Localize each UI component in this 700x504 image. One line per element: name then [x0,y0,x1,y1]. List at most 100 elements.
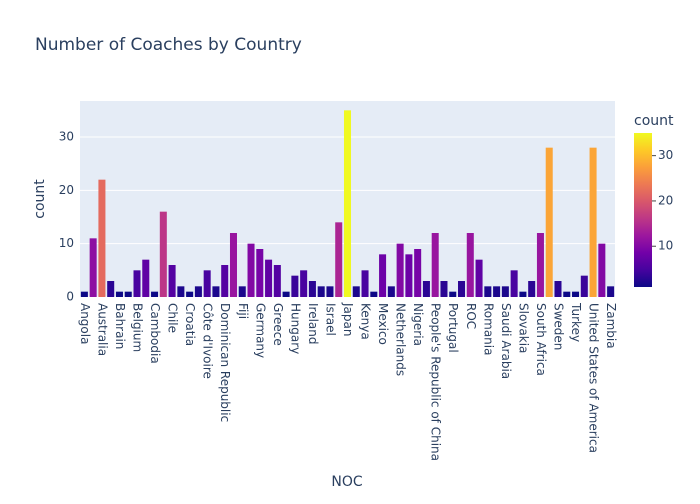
y-tick-label: 30 [59,130,74,144]
bar [335,222,343,297]
bar [493,286,501,297]
bar [484,286,492,297]
chart-title: Number of Coaches by Country [35,35,302,55]
bar [247,243,255,297]
bar [501,286,509,297]
x-tick-label: Angola [78,303,92,344]
bar [256,249,264,297]
bar [186,291,194,297]
bar [449,291,457,297]
bar [133,270,141,297]
bar [124,291,132,297]
bar [177,286,185,297]
bar [598,243,606,297]
bar [89,238,97,297]
bar [589,147,597,297]
x-tick-label: Dominican Republic [218,303,232,422]
bar [229,233,237,297]
bar [151,291,159,297]
x-tick-label: Netherlands [394,303,408,376]
bar [282,291,290,297]
x-tick-label: Croatia [183,303,197,346]
bar [405,254,413,297]
x-tick-label: Australia [95,303,109,356]
bar [440,281,448,297]
x-tick-label: Ireland [306,303,320,345]
bar [159,211,167,297]
x-tick-label: Côte d'Ivoire [201,303,215,379]
x-tick-label: Hungary [288,303,302,354]
colorbar [634,133,652,287]
bar [431,233,439,297]
bar [80,291,88,297]
bar [194,286,202,297]
bar [536,233,544,297]
bar [265,259,273,297]
bar [545,147,553,297]
colorbar-tick-label: 30 [658,148,673,162]
bar [308,281,316,297]
bar [510,270,518,297]
bar [98,179,106,297]
bar [352,286,360,297]
bar [317,286,325,297]
x-tick-label: Bahrain [113,303,127,349]
bar [466,233,474,297]
bar [273,265,281,297]
bar [607,286,615,297]
bar [580,275,588,297]
x-tick-label: Zambia [604,303,618,349]
x-tick-label: Saudi Arabia [499,303,513,379]
bar [115,291,123,297]
x-tick-label: Nigeria [411,303,425,346]
colorbar-tick-label: 10 [658,239,673,253]
x-tick-label: South Africa [534,303,548,376]
x-tick-label: United States of America [587,303,601,453]
x-tick-label: Portugal [446,303,460,353]
bar [396,243,404,297]
y-axis-title: count [32,179,48,219]
colorbar-title: count [634,113,674,129]
bar [370,291,378,297]
x-tick-label: Slovakia [516,303,530,353]
x-tick-label: Cambodia [148,303,162,364]
bar [221,265,229,297]
bar [475,259,483,297]
colorbar-tick-label: 20 [658,193,673,207]
bar [291,275,299,297]
bar [414,249,422,297]
x-tick-label: Chile [166,303,180,333]
bar [528,281,536,297]
y-tick-label: 20 [59,183,74,197]
x-tick-label: ROC [464,303,478,329]
bar [343,110,352,297]
bar [458,281,466,297]
x-tick-label: Turkey [569,302,583,342]
x-tick-label: Mexico [376,303,390,345]
bar [168,265,176,297]
bar [361,270,369,297]
bar [142,259,150,297]
x-tick-label: Sweden [551,303,565,350]
x-tick-label: Romania [481,303,495,355]
y-tick-label: 0 [66,290,74,304]
bar [422,281,430,297]
bar [203,270,211,297]
x-axis-title: NOC [331,474,362,490]
bar [238,286,246,297]
x-tick-label: Fiji [236,303,250,319]
bar [554,281,562,297]
bar [107,281,115,297]
x-tick-label: Kenya [359,303,373,340]
bar [212,286,220,297]
bar [572,291,580,297]
bar [563,291,571,297]
x-tick-label: Israel [323,303,337,336]
bar [379,254,387,297]
x-tick-label: Belgium [131,303,145,352]
bar [300,270,308,297]
x-tick-label: People's Republic of China [429,303,443,461]
x-tick-label: Germany [253,303,267,358]
y-tick-label: 10 [59,236,74,250]
